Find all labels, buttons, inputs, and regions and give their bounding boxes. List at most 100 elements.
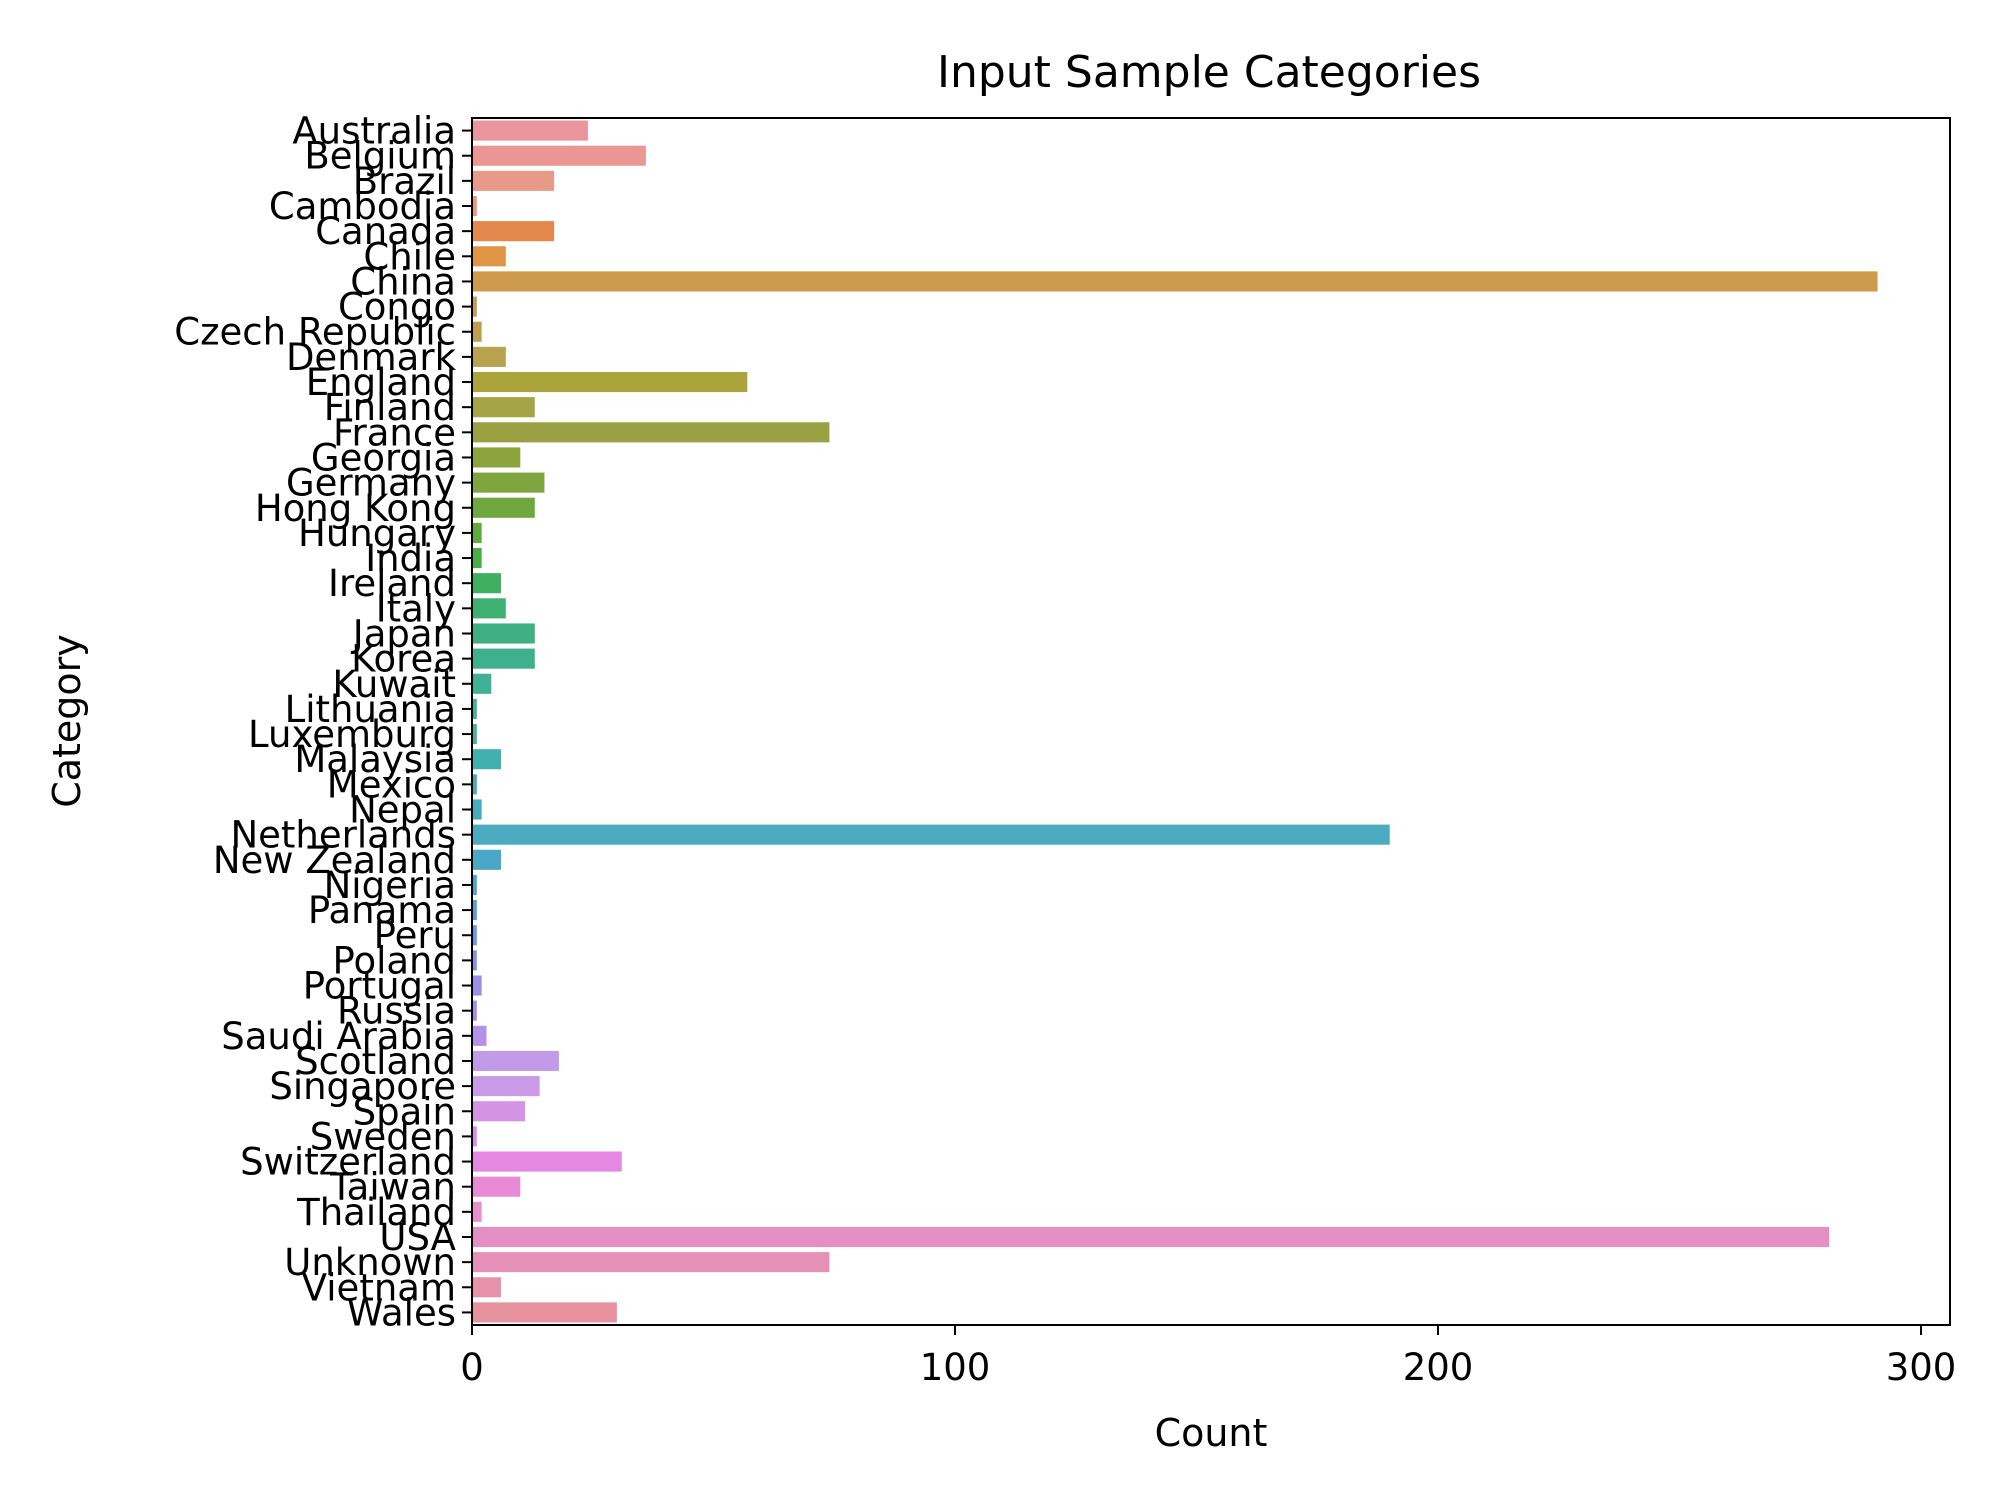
- bar-cambodia: [472, 195, 477, 217]
- y-tick-label: Peru: [374, 914, 456, 957]
- y-tick-label: Nigeria: [324, 864, 456, 907]
- y-tick-label: Wales: [347, 1291, 456, 1334]
- y-tick-label: Luxemburg: [248, 713, 456, 756]
- y-tick-label: Russia: [337, 990, 456, 1033]
- y-tick-label: India: [365, 537, 456, 580]
- bar-finland: [472, 397, 535, 418]
- bar-hong-kong: [472, 497, 535, 518]
- bar-brazil: [472, 170, 555, 191]
- bar-singapore: [472, 1076, 540, 1097]
- y-tick-label: Saudi Arabia: [221, 1015, 456, 1058]
- bars-group: [472, 120, 1878, 1323]
- y-tick-label: Cambodia: [269, 185, 456, 228]
- y-tick-label: Germany: [286, 462, 456, 505]
- y-tick-label: England: [306, 361, 456, 404]
- bar-denmark: [472, 346, 506, 367]
- chart-title: Input Sample Categories: [937, 47, 1481, 98]
- bar-panama: [472, 900, 477, 921]
- y-tick-label: Finland: [324, 386, 456, 429]
- y-tick-label: Denmark: [286, 336, 457, 379]
- bar-chile: [472, 246, 506, 267]
- bar-india: [472, 547, 482, 569]
- bar-usa: [472, 1226, 1830, 1248]
- bar-congo: [472, 296, 477, 317]
- y-tick-label: Mexico: [327, 763, 456, 806]
- y-tick-label: China: [350, 260, 456, 303]
- y-tick-label: Chile: [363, 235, 456, 278]
- bar-korea: [472, 648, 535, 669]
- bar-kuwait: [472, 673, 492, 694]
- y-tick-label: Vietnam: [302, 1266, 456, 1309]
- bar-australia: [472, 120, 588, 141]
- y-tick-label: Georgia: [311, 436, 456, 479]
- bar-unknown: [472, 1252, 830, 1273]
- y-tick-label: Japan: [351, 612, 456, 655]
- bar-nigeria: [472, 874, 477, 896]
- bar-belgium: [472, 145, 646, 166]
- bar-mexico: [472, 774, 477, 795]
- bar-scotland: [472, 1050, 559, 1072]
- y-tick-label: New Zealand: [213, 839, 456, 882]
- y-tick-label: Brazil: [353, 160, 456, 203]
- y-tick-label: Italy: [376, 587, 456, 630]
- y-tick-label: Scotland: [295, 1040, 456, 1083]
- bar-netherlands: [472, 824, 1390, 845]
- y-tick-label: Hungary: [298, 512, 456, 555]
- y-tick-label: Belgium: [304, 135, 456, 178]
- y-tick-label: Portugal: [303, 965, 456, 1008]
- bar-thailand: [472, 1201, 482, 1222]
- bar-switzerland: [472, 1151, 622, 1172]
- y-axis-label: Category: [45, 634, 89, 808]
- bar-russia: [472, 1000, 477, 1021]
- y-tick-label: Netherlands: [230, 814, 456, 857]
- y-tick-label: Panama: [308, 889, 456, 932]
- y-tick-label: Sweden: [310, 1115, 456, 1158]
- bar-spain: [472, 1101, 526, 1122]
- bar-malaysia: [472, 749, 501, 770]
- bar-germany: [472, 472, 545, 493]
- y-tick-label: USA: [379, 1216, 456, 1259]
- x-tick-label: 0: [460, 1346, 484, 1389]
- plot-frame: [471, 117, 1951, 1326]
- bar-saudi-arabia: [472, 1025, 487, 1046]
- bar-portugal: [472, 975, 482, 996]
- bar-taiwan: [472, 1176, 521, 1197]
- bar-poland: [472, 950, 477, 971]
- y-tick-label: Nepal: [349, 789, 456, 832]
- bar-ireland: [472, 573, 501, 594]
- bar-peru: [472, 925, 477, 946]
- bar-georgia: [472, 447, 521, 468]
- bar-vietnam: [472, 1277, 501, 1298]
- y-tick-label: Thailand: [296, 1191, 456, 1234]
- y-tick-label: Kuwait: [332, 663, 456, 706]
- y-tick-label: Switzerland: [240, 1141, 456, 1184]
- bar-wales: [472, 1302, 617, 1323]
- x-axis-ticks: 0 100 200 300: [460, 1325, 1956, 1389]
- y-tick-label: Ireland: [328, 562, 456, 605]
- y-tick-label: Malaysia: [294, 738, 456, 781]
- y-tick-label: Taiwan: [329, 1166, 456, 1209]
- x-tick-label: 100: [920, 1346, 991, 1389]
- y-tick-label: Singapore: [269, 1065, 456, 1108]
- x-tick-label: 300: [1886, 1346, 1957, 1389]
- bar-lithuania: [472, 698, 477, 719]
- bar-czech-republic: [472, 321, 482, 342]
- bar-new-zealand: [472, 849, 501, 870]
- bar-hungary: [472, 522, 482, 543]
- y-tick-label: France: [333, 411, 456, 454]
- bar-luxemburg: [472, 724, 477, 745]
- y-tick-label: Congo: [338, 286, 456, 329]
- x-axis-label: Count: [1155, 1411, 1268, 1455]
- bar-canada: [472, 221, 555, 242]
- bar-china: [472, 271, 1878, 292]
- bar-nepal: [472, 799, 482, 820]
- y-tick-label: Lithuania: [285, 688, 456, 731]
- bar-japan: [472, 623, 535, 644]
- y-axis-ticks: AustraliaBelgiumBrazilCambodiaCanadaChil…: [174, 110, 472, 1334]
- bar-sweden: [472, 1126, 477, 1147]
- y-tick-label: Hong Kong: [255, 487, 456, 530]
- y-tick-label: Australia: [292, 110, 456, 153]
- bar-france: [472, 422, 830, 443]
- y-tick-label: Czech Republic: [174, 311, 456, 354]
